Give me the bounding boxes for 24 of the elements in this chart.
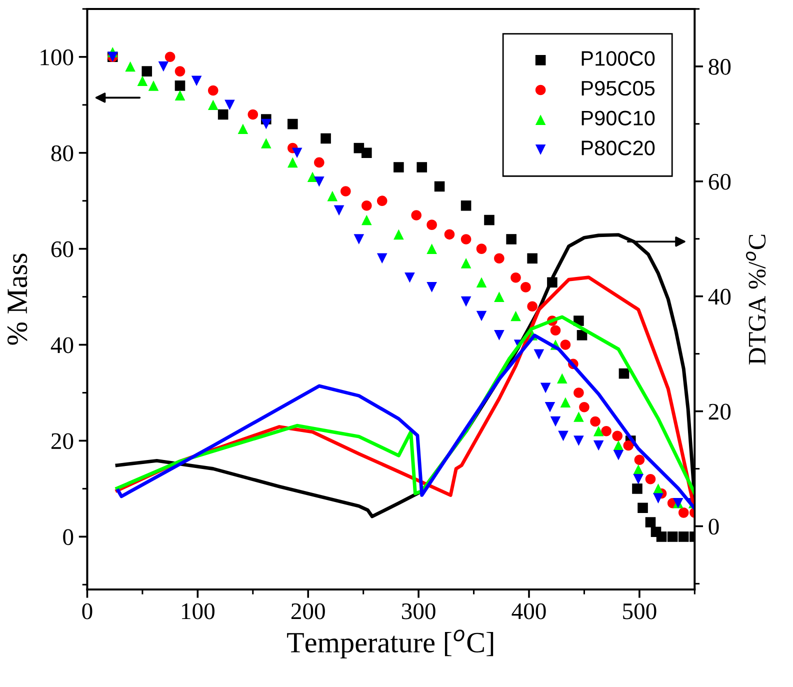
y-tick-label: 100 bbox=[40, 49, 74, 66]
y2-tick-label: 80 bbox=[708, 58, 731, 75]
x-tick-label: 400 bbox=[512, 603, 546, 620]
legend-label: P95C05 bbox=[582, 80, 655, 96]
y2-tick-label: 40 bbox=[708, 288, 731, 305]
y2-tick-label: 20 bbox=[708, 404, 731, 420]
legend-label: P100C0 bbox=[582, 51, 655, 66]
x-tick-label: 200 bbox=[291, 603, 325, 620]
x-axis-title: Temperature [$^{o}$C] bbox=[287, 630, 494, 658]
y2-axis-title: DTGA %/$^{o}$C bbox=[746, 234, 766, 364]
y-tick-label: 80 bbox=[51, 145, 74, 162]
y2-tick-label: 0 bbox=[708, 518, 719, 535]
y2-tick-label: 60 bbox=[708, 174, 731, 190]
y-tick-label: 60 bbox=[51, 241, 74, 258]
legend-label: P90C10 bbox=[582, 110, 655, 126]
y-tick-label: 0 bbox=[63, 529, 74, 546]
x-tick-label: 300 bbox=[402, 603, 436, 620]
y-axis-title: % Mass bbox=[7, 254, 28, 345]
y-tick-label: 20 bbox=[51, 433, 74, 450]
x-tick-label: 0 bbox=[82, 603, 92, 620]
x-tick-label: 100 bbox=[182, 603, 214, 620]
legend-label: P80C20 bbox=[582, 140, 655, 156]
y-tick-label: 40 bbox=[50, 337, 74, 354]
x-tick-label: 500 bbox=[623, 603, 656, 620]
